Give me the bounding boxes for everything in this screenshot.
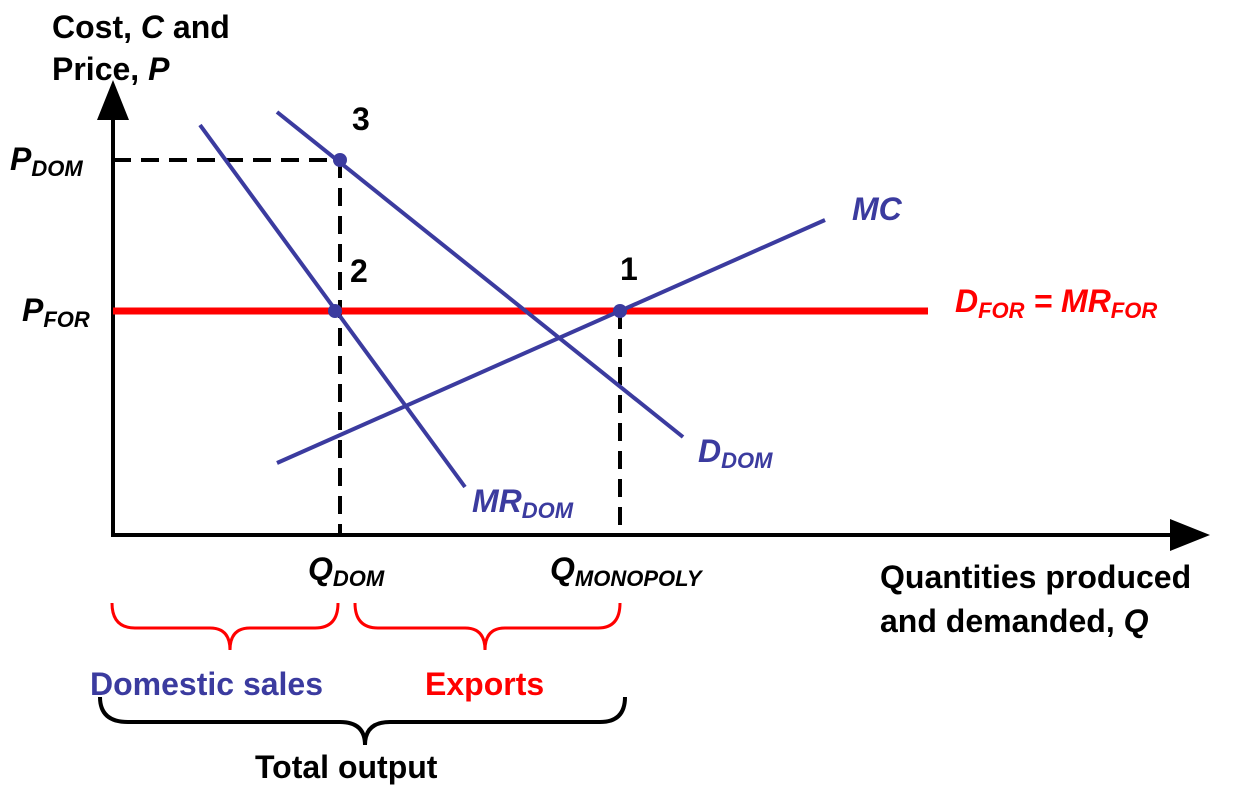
point-1 — [613, 304, 627, 318]
x-axis-label: and demanded, Q — [880, 603, 1149, 639]
mr-dom-label: MRDOM — [472, 483, 574, 523]
exports-brace — [353, 602, 622, 651]
q-monopoly-label: QMONOPOLY — [550, 551, 704, 591]
mc-label: MC — [852, 191, 903, 227]
p-dom-label: PDOM — [10, 141, 83, 181]
d-for-label: DFOR = MRFOR — [955, 283, 1157, 323]
point-label: 3 — [352, 101, 370, 137]
y-axis-label: Cost, C and — [52, 9, 230, 45]
d-dom-line — [275, 110, 685, 439]
point-label: 1 — [620, 251, 638, 287]
point-label: 2 — [350, 253, 368, 289]
domestic-label: Domestic sales — [90, 666, 323, 702]
guides — [113, 158, 622, 535]
p-for-label: PFOR — [22, 292, 90, 332]
q-dom-label: QDOM — [308, 551, 385, 591]
d-dom-label: DDOM — [698, 433, 773, 473]
x-axis-label: Quantities produced — [880, 559, 1191, 595]
domestic-brace — [110, 602, 340, 651]
mc-line — [276, 218, 826, 465]
exports-label: Exports — [425, 666, 544, 702]
point-3 — [333, 153, 347, 167]
y-axis-label: Price, P — [52, 51, 170, 87]
total-brace — [98, 696, 627, 746]
total-label: Total output — [255, 749, 438, 785]
point-2 — [328, 304, 342, 318]
